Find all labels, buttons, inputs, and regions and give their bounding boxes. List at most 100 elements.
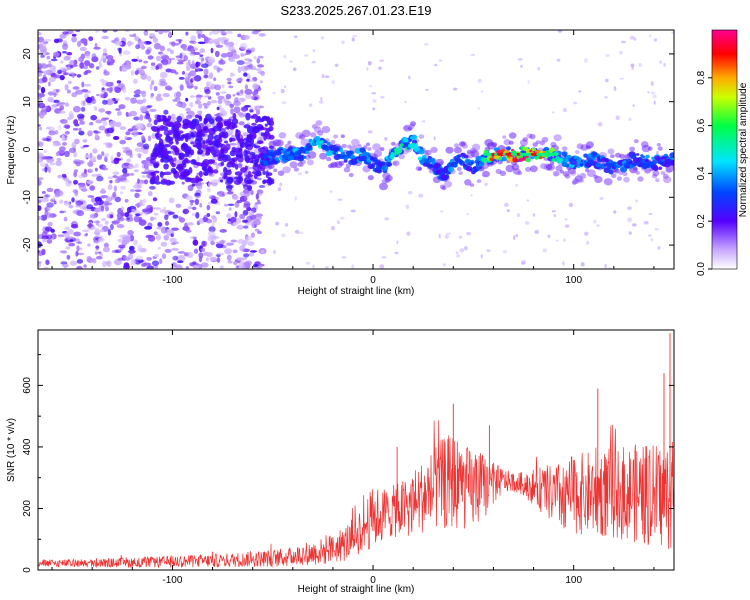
noise-speck <box>223 98 228 104</box>
noise-speck <box>166 232 171 237</box>
noise-speck <box>51 104 57 110</box>
noise-speck <box>146 75 152 82</box>
noise-speck <box>102 165 107 171</box>
noise-speck <box>55 190 64 197</box>
cluster-speck <box>207 133 214 141</box>
cluster-speck <box>197 151 202 155</box>
noise-speck <box>174 71 179 75</box>
noise-speck <box>207 59 216 64</box>
noise-speck <box>122 167 128 174</box>
noise-speck <box>236 199 243 204</box>
faint-speck <box>568 202 574 208</box>
noise-speck <box>119 126 127 131</box>
top-x-axis-label: Height of straight line (km) <box>298 286 415 297</box>
noise-speck <box>231 134 235 139</box>
noise-speck <box>64 231 70 239</box>
noise-speck <box>198 256 203 263</box>
noise-speck <box>87 257 94 264</box>
cluster-speck <box>160 158 164 163</box>
signal-blob <box>385 175 393 182</box>
noise-speck <box>105 133 111 137</box>
cluster-speck <box>191 159 195 163</box>
cluster-speck <box>250 160 258 164</box>
noise-speck <box>61 173 67 178</box>
faint-speck <box>613 86 617 91</box>
faint-speck <box>629 35 635 40</box>
faint-speck <box>663 63 667 67</box>
signal-blob <box>326 150 334 156</box>
noise-speck <box>91 197 96 203</box>
noise-speck <box>190 202 194 206</box>
noise-speck <box>247 64 252 68</box>
noise-speck <box>72 105 81 113</box>
noise-speck <box>64 125 70 129</box>
cluster-speck <box>254 145 261 149</box>
cluster-speck <box>174 149 180 156</box>
faint-speck <box>584 58 588 63</box>
colorbar-tick-label: 0.0 <box>696 262 707 276</box>
signal-blob <box>301 129 311 138</box>
signal-blob <box>319 140 324 144</box>
faint-speck <box>438 59 443 62</box>
cluster-speck <box>189 177 198 184</box>
noise-speck <box>205 81 210 87</box>
top-y-tick-label: 10 <box>22 96 33 108</box>
cluster-speck <box>162 157 171 163</box>
signal-blob <box>561 146 568 152</box>
noise-speck <box>71 36 77 43</box>
noise-speck <box>78 127 82 132</box>
noise-speck <box>94 43 98 48</box>
faint-speck <box>578 90 582 93</box>
faint-speck <box>440 210 444 213</box>
noise-speck <box>192 265 199 269</box>
signal-blob <box>334 146 340 152</box>
noise-speck <box>182 43 187 51</box>
noise-speck <box>141 65 147 70</box>
faint-speck <box>632 223 637 227</box>
noise-speck <box>123 162 130 167</box>
noise-speck <box>100 195 109 199</box>
noise-speck <box>186 252 194 258</box>
noise-speck <box>136 99 144 105</box>
faint-speck <box>329 190 333 193</box>
noise-speck <box>57 69 62 75</box>
signal-blob <box>314 135 321 141</box>
noise-speck <box>192 236 197 240</box>
signal-blob <box>373 150 382 157</box>
noise-speck <box>244 84 249 90</box>
noise-speck <box>55 143 62 146</box>
faint-speck <box>621 40 626 44</box>
noise-speck <box>239 245 246 252</box>
noise-speck <box>250 232 255 238</box>
faint-speck <box>650 91 656 95</box>
noise-speck <box>122 172 130 177</box>
faint-speck <box>294 35 298 39</box>
signal-blob <box>287 140 292 144</box>
faint-speck <box>649 34 652 38</box>
signal-blob <box>411 134 418 140</box>
noise-speck <box>227 203 235 206</box>
faint-speck <box>273 250 276 255</box>
signal-blob <box>561 151 568 157</box>
noise-speck <box>95 220 100 226</box>
noise-speck <box>78 183 87 190</box>
noise-speck <box>143 163 149 169</box>
noise-speck <box>66 89 71 94</box>
faint-speck <box>337 198 343 201</box>
noise-speck <box>59 33 67 39</box>
noise-speck <box>253 221 262 226</box>
cluster-speck <box>216 121 223 129</box>
noise-speck <box>175 103 182 107</box>
faint-speck <box>638 63 642 67</box>
signal-blob <box>546 163 555 171</box>
faint-speck <box>396 240 399 245</box>
noise-speck <box>159 71 168 79</box>
noise-speck <box>225 30 233 35</box>
signal-blob <box>583 153 589 158</box>
noise-speck <box>99 252 104 256</box>
cluster-speck <box>189 149 195 156</box>
noise-speck <box>244 235 253 241</box>
noise-speck <box>46 126 50 130</box>
noise-speck <box>40 214 48 221</box>
noise-speck <box>114 178 120 184</box>
